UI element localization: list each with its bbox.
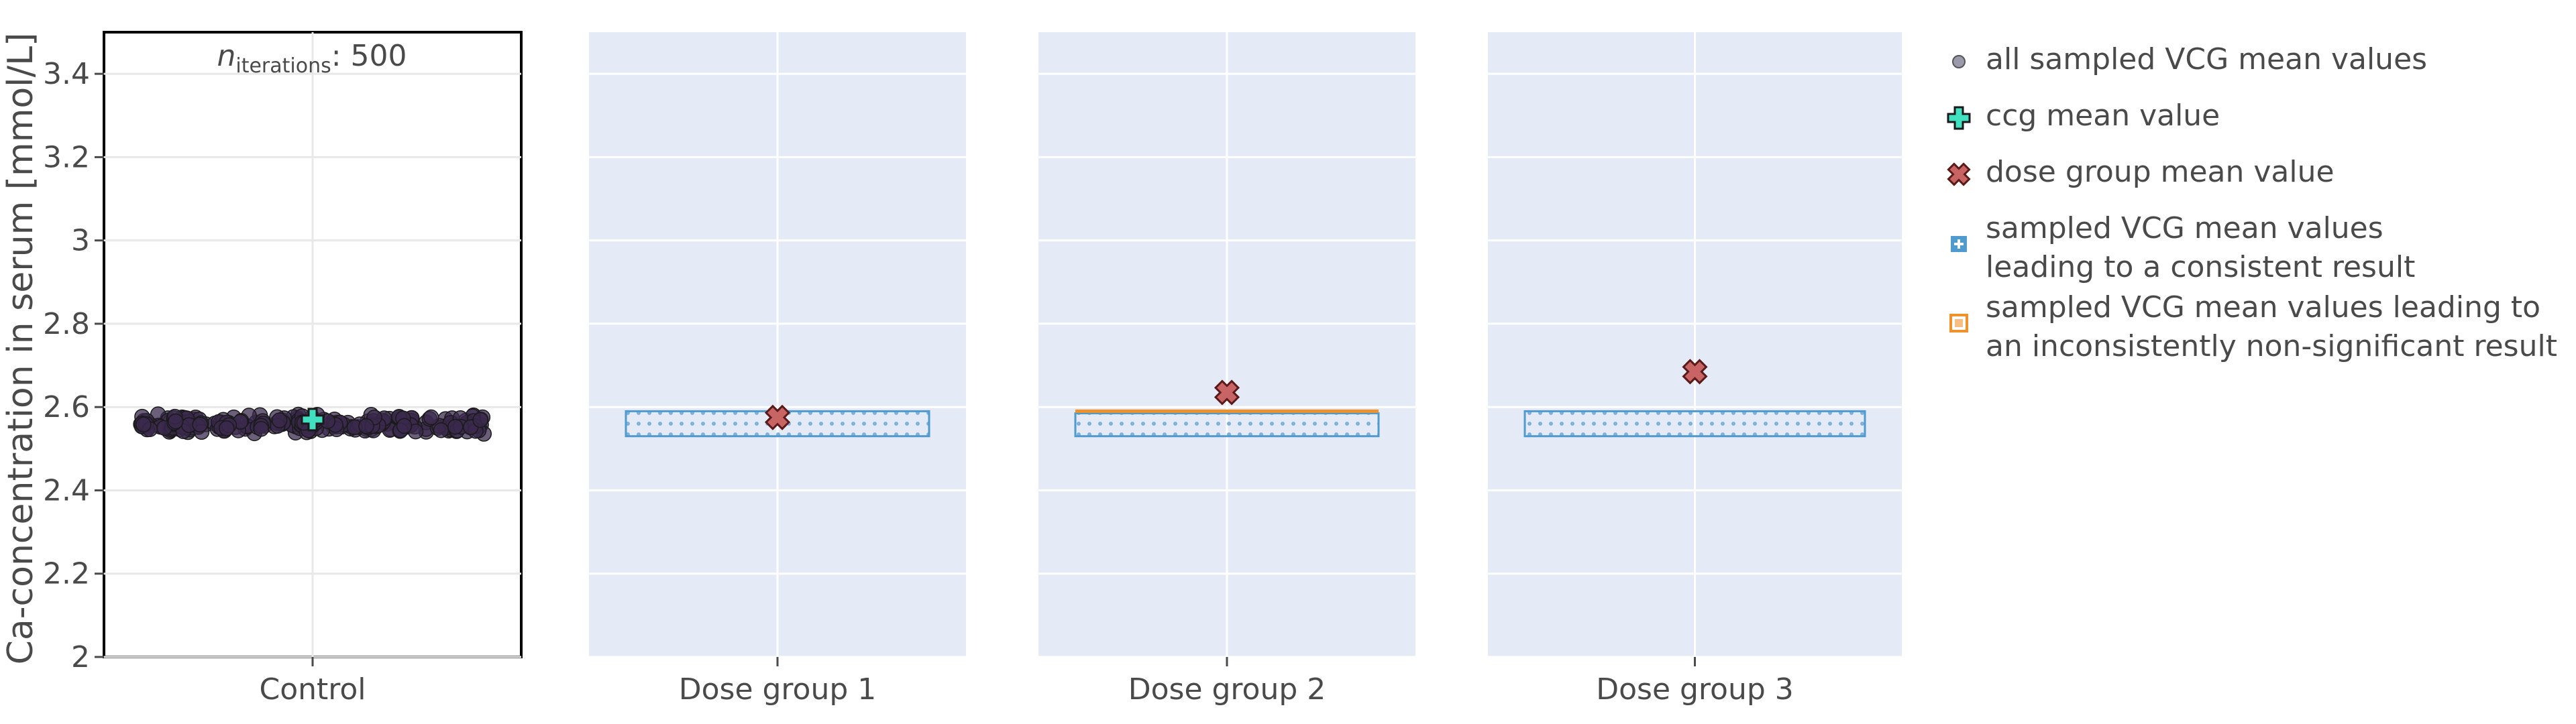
- plot-panels: Control Dose group 1 Dose group 2 Dose grou…: [103, 31, 1902, 707]
- y-axis: 2 2.2 2.4 2.6 2.8 3 3.2 3.4: [43, 57, 104, 674]
- dose-mean-marker: [1682, 359, 1708, 385]
- y-tick-label: 2.4: [43, 473, 90, 507]
- legend-label-line: sampled VCG mean values: [1986, 211, 2383, 245]
- sampled-point: [271, 412, 288, 428]
- legend-label-line: leading to a consistent result: [1986, 250, 2416, 284]
- sampled-point: [396, 418, 413, 434]
- sampled-point: [423, 409, 439, 426]
- legend-label: dose group mean value: [1986, 153, 2334, 192]
- sampled-point: [358, 418, 374, 434]
- iterations-annotation: niterations: 500: [217, 39, 407, 78]
- y-tick-label: 2.8: [43, 307, 90, 341]
- y-tick-label: 2.2: [43, 557, 90, 591]
- dose-mean-marker: [1214, 379, 1240, 406]
- dot-icon: [1945, 46, 1972, 73]
- x-tick-label: Dose group 3: [1596, 672, 1794, 707]
- legend-label-line: ccg mean value: [1986, 99, 2220, 133]
- sampled-point: [136, 416, 152, 432]
- annotation-subscript: iterations: [235, 54, 331, 78]
- legend-label-line: dose group mean value: [1986, 155, 2334, 189]
- panel-1: Control: [103, 31, 523, 707]
- annotation-symbol: n: [217, 39, 235, 73]
- consistent-range: [1523, 410, 1866, 438]
- panel-2: Dose group 1: [589, 32, 966, 707]
- dose-mean-marker: [764, 404, 791, 430]
- ccg-mean-marker: [301, 408, 325, 432]
- sampled-points: [133, 406, 492, 442]
- x-tick-label: Control: [259, 672, 366, 707]
- panel-3: Dose group 2: [1038, 32, 1415, 707]
- consistent-range: [1074, 412, 1380, 438]
- sampled-point: [433, 422, 449, 438]
- y-axis-label: Ca-concentration in serum [mmol/L]: [1, 33, 41, 665]
- panel-4: Dose group 3: [1488, 32, 1902, 707]
- sampled-point: [192, 416, 208, 433]
- x-tick-label: Dose group 2: [1128, 672, 1326, 707]
- sampled-point: [168, 413, 184, 430]
- cross-icon: [1945, 159, 1972, 186]
- sampled-point: [219, 420, 235, 436]
- legend-label: sampled VCG mean values leading to a cons…: [1986, 209, 2415, 287]
- blue-square-icon: [1945, 229, 1972, 255]
- annotation-text: : 500: [331, 39, 407, 73]
- y-tick-label: 3.2: [43, 140, 90, 174]
- sampled-point: [253, 421, 270, 437]
- legend-label: ccg mean value: [1986, 97, 2220, 135]
- x-tick-label: Dose group 1: [679, 672, 877, 707]
- orange-square-icon: [1945, 308, 1972, 335]
- y-tick-label: 2: [71, 640, 90, 674]
- sampled-point: [472, 412, 488, 428]
- y-tick-label: 3: [71, 224, 90, 258]
- plus-icon: [1945, 103, 1972, 130]
- legend-label-line: an inconsistently non-significant result: [1986, 329, 2557, 363]
- y-tick-label: 3.4: [43, 57, 90, 91]
- legend-label-line: all sampled VCG mean values: [1986, 42, 2428, 76]
- sampled-point: [447, 418, 464, 435]
- legend-label: all sampled VCG mean values: [1986, 40, 2427, 79]
- legend-label-line: sampled VCG mean values leading to: [1986, 290, 2541, 324]
- legend-label: sampled VCG mean values leading to an inc…: [1986, 288, 2557, 366]
- y-tick-label: 2.6: [43, 390, 90, 424]
